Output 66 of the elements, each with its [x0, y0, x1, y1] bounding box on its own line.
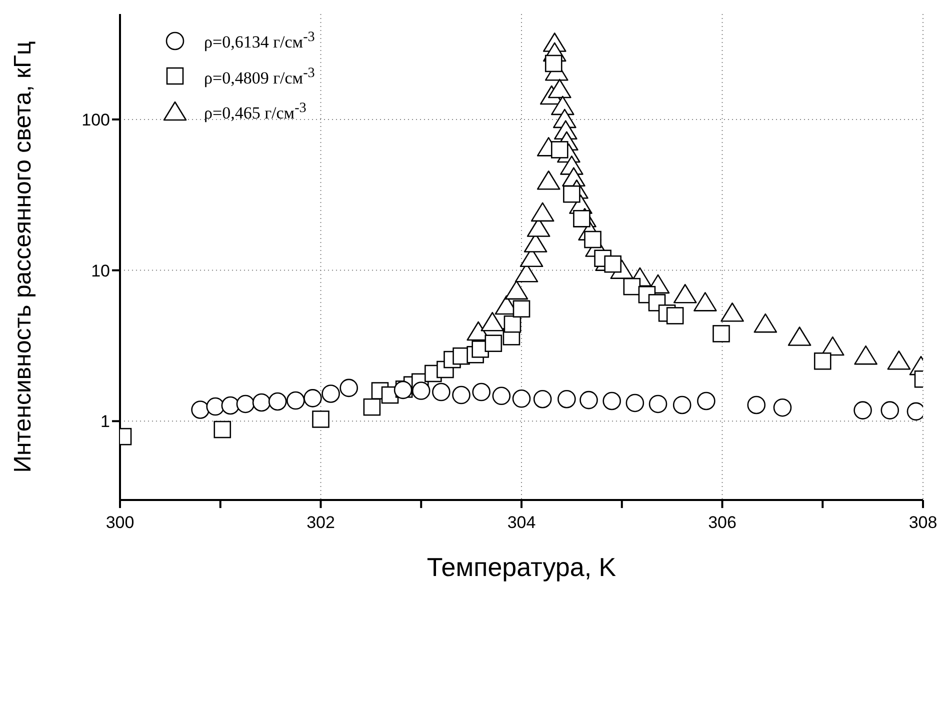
point [492, 386, 511, 406]
point [530, 202, 554, 222]
point [880, 401, 900, 420]
point [697, 392, 716, 410]
point [286, 391, 305, 410]
point [788, 326, 812, 346]
point [854, 345, 878, 365]
point [887, 350, 911, 370]
point [754, 313, 778, 333]
point [340, 378, 358, 398]
point [712, 325, 730, 342]
x-axis-title: Температура, K [426, 552, 617, 582]
point [363, 398, 381, 416]
point [484, 334, 502, 352]
point [512, 389, 531, 408]
x-tick-label: 306 [708, 513, 736, 532]
point [533, 390, 552, 408]
legend-label: ρ=0,465 г/см$^{-3}$ [204, 99, 306, 125]
point [544, 54, 562, 72]
point [504, 315, 522, 333]
point [412, 382, 430, 400]
x-tick-label: 304 [507, 513, 536, 532]
point [673, 284, 697, 304]
point [480, 312, 504, 332]
point [322, 384, 340, 403]
point [206, 397, 225, 416]
point [854, 401, 872, 420]
point [580, 390, 598, 410]
legend-label: ρ=0,4809 г/см$^{-3}$ [204, 64, 315, 90]
point [452, 386, 470, 404]
point [558, 390, 576, 408]
point [536, 170, 560, 190]
y-axis-title: Интенсивность рассеянного света, кГц [10, 40, 37, 473]
point [773, 398, 792, 417]
x-tick-label: 300 [106, 513, 134, 532]
point [191, 400, 210, 419]
point [666, 307, 684, 324]
y-tick-label: 10 [91, 261, 110, 280]
point [602, 392, 621, 410]
point [252, 393, 271, 412]
y-tick-label: 100 [82, 110, 110, 130]
y-tick-label: 1 [100, 412, 110, 432]
point [512, 300, 530, 318]
x-tick-label: 302 [306, 513, 335, 532]
point [472, 382, 490, 402]
point [304, 389, 322, 408]
point [550, 141, 568, 158]
point [236, 394, 255, 414]
point [694, 292, 717, 312]
point [720, 302, 744, 322]
point [623, 278, 641, 296]
point [814, 352, 832, 370]
point [504, 280, 528, 300]
point [563, 185, 580, 203]
point [648, 394, 668, 414]
point [672, 396, 692, 414]
point [432, 382, 450, 402]
point [548, 78, 572, 98]
point [221, 396, 240, 415]
point [268, 392, 287, 411]
legend-label: ρ=0,6134 г/см$^{-3}$ [204, 28, 315, 54]
point [312, 410, 330, 428]
point [214, 420, 232, 438]
point [626, 394, 644, 412]
x-tick-label: 308 [908, 513, 938, 532]
point [747, 396, 766, 414]
